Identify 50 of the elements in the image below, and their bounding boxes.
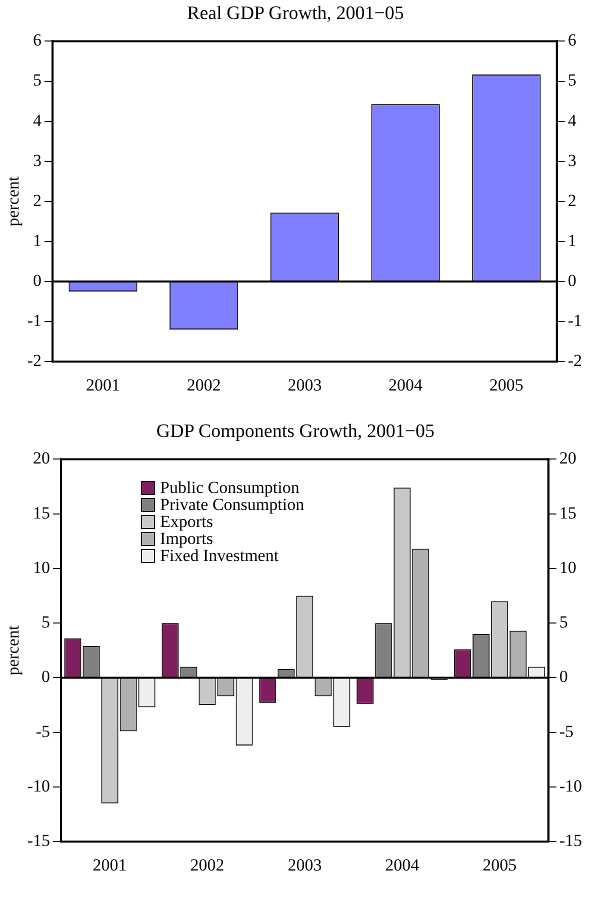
y2-tick-label: 4	[568, 110, 577, 130]
y2-tick-label: -10	[559, 776, 582, 796]
y-tick-label: 1	[33, 230, 42, 250]
y-axis-title: percent	[4, 625, 23, 676]
y2-tick-label: 0	[559, 667, 568, 686]
y2-tick-label: 2	[568, 190, 576, 210]
legend-label: Exports	[160, 512, 213, 532]
x-tick-label: 2001	[86, 375, 120, 394]
y-tick-label: -15	[27, 831, 50, 850]
chart-title: GDP Components Growth, 2001−05	[155, 420, 436, 444]
legend-label: Public Consumption	[160, 478, 300, 498]
y-tick-label: 10	[33, 558, 50, 577]
x-tick-label: 2003	[288, 375, 322, 394]
x-tick-label: 2003	[288, 855, 322, 874]
y-tick-label: 5	[42, 612, 50, 632]
y2-tick-label: 5	[568, 70, 576, 90]
y-tick-label: 0	[42, 667, 50, 686]
y-tick-label: 6	[33, 30, 42, 50]
x-tick-label: 2002	[190, 855, 224, 874]
y-tick-label: 5	[33, 70, 42, 90]
y2-tick-label: 5	[559, 612, 568, 632]
y2-tick-label: 6	[568, 30, 576, 50]
y-tick-label: 0	[33, 270, 42, 290]
y2-tick-label: -1	[568, 311, 582, 330]
y-tick-label: 15	[33, 503, 50, 522]
x-tick-label: 2004	[385, 855, 420, 874]
y2-tick-label: -2	[568, 351, 582, 370]
y-tick-label: 4	[33, 110, 42, 130]
chart-title: Real GDP Growth, 2001−05	[186, 2, 405, 26]
x-tick-label: 2005	[489, 375, 524, 394]
y-tick-label: -10	[27, 776, 50, 796]
y2-tick-label: 0	[568, 270, 576, 290]
x-tick-label: 2002	[186, 375, 221, 394]
y-axis-title: percent	[4, 176, 23, 226]
y-tick-label: 3	[33, 150, 42, 170]
y-tick-label: -5	[36, 722, 50, 741]
y2-tick-label: 1	[568, 230, 576, 250]
y2-tick-label: 15	[559, 503, 576, 522]
y2-tick-label: -5	[559, 722, 574, 741]
x-tick-label: 2005	[482, 855, 517, 874]
y2-tick-label: 20	[559, 448, 576, 468]
y2-tick-label: 3	[568, 150, 576, 170]
x-tick-label: 2001	[92, 855, 127, 874]
y-tick-label: 2	[33, 190, 42, 210]
y-tick-label: 20	[33, 448, 50, 468]
y-tick-label: -2	[27, 351, 42, 370]
y2-tick-label: -15	[559, 831, 582, 850]
x-tick-label: 2004	[388, 375, 424, 394]
y2-tick-label: 10	[559, 558, 576, 577]
y-tick-label: -1	[27, 311, 42, 330]
